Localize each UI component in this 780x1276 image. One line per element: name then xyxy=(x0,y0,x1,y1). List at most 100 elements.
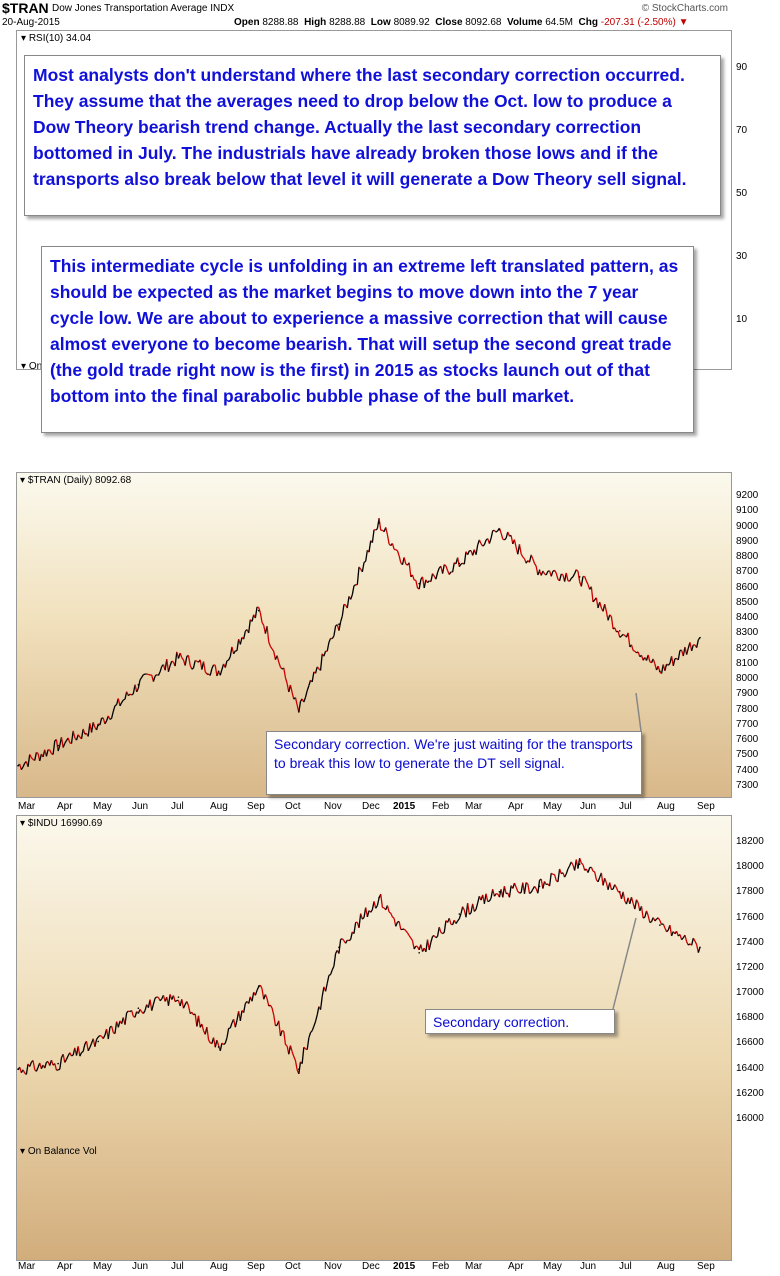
y-tick-label: 17400 xyxy=(736,936,764,948)
price-segment xyxy=(353,584,357,587)
price-segment xyxy=(681,937,684,941)
data-point xyxy=(699,636,701,639)
obv-label: ▾ On Balance Vol xyxy=(20,1146,97,1157)
price-segment xyxy=(605,611,609,621)
price-segment xyxy=(159,666,163,672)
price-segment xyxy=(435,935,438,939)
price-segment xyxy=(435,572,439,580)
price-segment xyxy=(346,596,350,609)
price-segment xyxy=(565,868,569,875)
y-tick-label: 8900 xyxy=(736,535,759,547)
price-segment xyxy=(610,616,614,630)
price-segment xyxy=(577,857,581,869)
price-segment xyxy=(124,691,128,700)
price-segment xyxy=(430,573,434,582)
price-segment xyxy=(114,1021,118,1034)
price-segment xyxy=(411,940,415,950)
price-segment xyxy=(548,873,552,887)
price-segment xyxy=(495,530,499,533)
x-month-label: Sep xyxy=(697,1261,715,1272)
price-segment xyxy=(141,674,144,678)
price-segment xyxy=(326,975,330,984)
price-segment xyxy=(356,566,360,585)
source-credit: © StockCharts.com xyxy=(641,3,728,14)
price-segment xyxy=(303,1046,306,1050)
price-segment xyxy=(167,994,171,1006)
price-segment xyxy=(143,673,146,676)
y-tick-label: 17000 xyxy=(736,987,764,999)
price-segment xyxy=(398,921,402,930)
price-segment xyxy=(523,882,527,894)
price-segment xyxy=(87,1047,91,1052)
price-segment xyxy=(460,562,463,565)
data-point xyxy=(418,582,420,585)
price-segment xyxy=(567,865,571,870)
price-segment xyxy=(347,939,350,942)
price-segment xyxy=(528,554,532,563)
price-segment xyxy=(570,861,574,866)
price-segment xyxy=(398,555,402,563)
price-segment xyxy=(96,1036,99,1040)
y-tick-label: 7400 xyxy=(736,764,759,776)
price-segment xyxy=(181,999,185,1009)
price-segment xyxy=(525,881,529,885)
y-tick-label: 7700 xyxy=(736,718,759,730)
x-month-label: Jul xyxy=(171,1261,184,1272)
price-segment xyxy=(85,1041,89,1051)
price-segment xyxy=(345,939,348,944)
price-segment xyxy=(391,543,395,550)
data-point xyxy=(659,670,661,673)
x-month-label: Aug xyxy=(657,801,675,812)
price-segment xyxy=(353,922,357,934)
price-segment xyxy=(572,573,576,578)
price-segment xyxy=(619,635,622,638)
data-point xyxy=(217,1046,220,1048)
price-segment xyxy=(413,945,417,950)
price-segment xyxy=(456,557,460,567)
price-segment xyxy=(20,766,24,770)
price-segment xyxy=(457,918,460,922)
price-segment xyxy=(279,666,283,670)
price-segment xyxy=(341,938,345,942)
x-month-label: May xyxy=(93,1261,112,1272)
price-segment xyxy=(301,1047,305,1064)
data-point xyxy=(538,569,541,571)
price-segment xyxy=(291,1051,295,1057)
price-segment xyxy=(219,1043,223,1051)
price-segment xyxy=(440,931,443,935)
price-segment xyxy=(667,663,671,666)
price-segment xyxy=(473,908,477,912)
price-segment xyxy=(271,648,275,652)
price-segment xyxy=(533,885,537,890)
x-month-label: Jul xyxy=(619,801,632,812)
price-segment xyxy=(373,901,377,909)
y-tick-label: 8000 xyxy=(736,673,759,685)
price-segment xyxy=(361,562,365,572)
price-segment xyxy=(604,877,608,883)
price-segment xyxy=(472,903,475,912)
price-segment xyxy=(338,621,342,631)
price-segment xyxy=(507,531,511,537)
indu-secondary-correction-note: Secondary correction. xyxy=(425,1009,615,1034)
indicator-icon: ▾ xyxy=(20,1146,26,1157)
price-segment xyxy=(196,660,199,663)
indu-title: $INDU 16990.69 xyxy=(27,818,103,829)
price-segment xyxy=(391,916,395,919)
price-segment xyxy=(579,857,582,864)
price-segment xyxy=(69,1052,73,1057)
price-segment xyxy=(187,655,191,666)
price-segment xyxy=(151,1004,155,1011)
price-segment xyxy=(602,878,606,886)
x-month-label: Aug xyxy=(657,1261,675,1272)
data-point xyxy=(97,724,100,727)
price-segment xyxy=(590,586,594,602)
data-point xyxy=(217,670,220,673)
obv-partial-label: ▾ On xyxy=(21,361,42,369)
data-point xyxy=(57,744,59,747)
y-tick-label: 18000 xyxy=(736,861,764,873)
price-segment xyxy=(659,920,663,925)
x-month-label: Dec xyxy=(362,801,380,812)
price-segment xyxy=(54,1063,58,1071)
price-segment xyxy=(550,872,554,875)
price-segment xyxy=(110,1025,114,1033)
